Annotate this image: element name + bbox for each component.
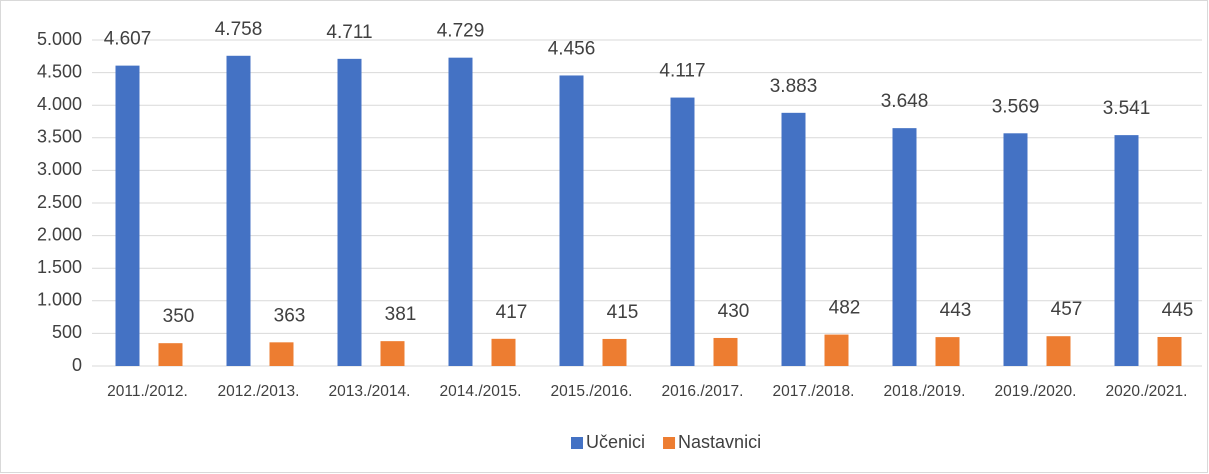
bar [1046, 336, 1071, 366]
x-tick-label: 2017./2018. [773, 383, 855, 400]
y-tick-label: 2.000 [37, 224, 82, 244]
x-tick-label: 2015./2016. [551, 383, 633, 400]
legend-label: Nastavnici [678, 432, 761, 452]
bar [491, 338, 516, 366]
x-tick-label: 2020./2021. [1106, 383, 1188, 400]
data-label: 350 [163, 306, 195, 327]
bar [269, 342, 294, 366]
bar [781, 112, 806, 366]
x-tick-label: 2014./2015. [440, 383, 522, 400]
bar [935, 337, 960, 366]
x-tick-label: 2018./2019. [884, 383, 966, 400]
bar [158, 343, 183, 366]
y-tick-label: 2.500 [37, 192, 82, 212]
x-tick-label: 2019./2020. [995, 383, 1077, 400]
bar [559, 75, 584, 366]
x-tick-label: 2016./2017. [662, 383, 744, 400]
data-label: 363 [274, 305, 306, 326]
data-label: 3.569 [992, 96, 1040, 117]
y-tick-label: 4.000 [37, 94, 82, 114]
bar [892, 128, 917, 366]
bar [670, 97, 695, 367]
bar [226, 55, 251, 366]
data-label: 4.117 [659, 61, 705, 82]
bar [602, 338, 627, 366]
y-tick-label: 0 [72, 355, 82, 375]
data-label: 3.883 [770, 76, 818, 97]
data-label: 457 [1051, 299, 1083, 320]
data-label: 4.758 [215, 19, 263, 40]
data-label: 3.541 [1103, 98, 1151, 119]
bar [1157, 336, 1182, 366]
data-label: 443 [940, 300, 972, 321]
legend-swatch [571, 437, 583, 449]
y-tick-label: 500 [52, 322, 82, 342]
data-label: 4.729 [437, 21, 485, 42]
y-tick-label: 5.000 [37, 29, 82, 49]
bar [337, 58, 362, 366]
y-tick-label: 4.500 [37, 61, 82, 81]
y-tick-label: 3.000 [37, 159, 82, 179]
data-label: 417 [496, 302, 528, 323]
y-tick-label: 3.500 [37, 127, 82, 147]
y-tick-label: 1.000 [37, 290, 82, 310]
legend-swatch [663, 437, 676, 449]
data-label: 4.711 [326, 22, 372, 43]
data-label: 430 [718, 301, 750, 322]
bar [1003, 133, 1028, 366]
x-tick-label: 2013./2014. [329, 383, 411, 400]
data-label: 4.456 [548, 38, 596, 59]
y-tick-label: 1.500 [37, 257, 82, 277]
bar [1114, 135, 1139, 366]
data-label: 415 [607, 302, 639, 323]
data-label: 445 [1162, 300, 1194, 321]
bar [115, 65, 140, 366]
data-label: 4.607 [104, 29, 152, 50]
bar [713, 337, 738, 366]
bar [380, 341, 405, 366]
bar [824, 334, 849, 366]
x-tick-label: 2012./2013. [218, 383, 300, 400]
data-label: 3.648 [881, 91, 929, 112]
data-label: 482 [829, 298, 861, 319]
bar [448, 57, 473, 367]
data-label: 381 [385, 304, 417, 325]
legend-label: Učenici [586, 432, 645, 452]
x-tick-label: 2011./2012. [107, 383, 188, 400]
